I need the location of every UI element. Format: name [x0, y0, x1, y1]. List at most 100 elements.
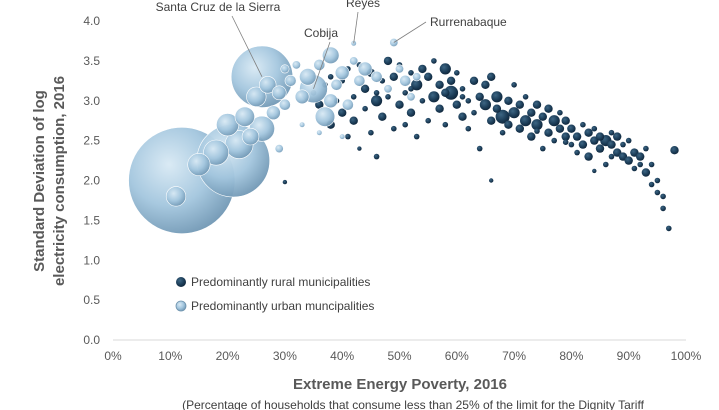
urban-point [399, 74, 412, 87]
urban-point [341, 98, 354, 111]
rural-point [515, 124, 524, 133]
urban-point [278, 98, 291, 111]
rural-point [362, 105, 368, 112]
rural-point [641, 168, 651, 177]
rural-point [584, 128, 593, 137]
annotation-label: Rurrenabaque [430, 15, 507, 29]
x-tick-label: 40% [330, 349, 354, 363]
rural-point [452, 100, 461, 109]
rural-point [378, 112, 387, 121]
rural-point [592, 168, 597, 174]
rural-point [435, 80, 444, 90]
rural-point [595, 144, 605, 153]
urban-point [353, 74, 366, 87]
urban-point [203, 139, 230, 166]
rural-point [648, 181, 655, 188]
rural-point [568, 141, 575, 148]
rural-series [282, 56, 679, 232]
x-tick-label: 80% [559, 349, 583, 363]
rural-point [670, 146, 679, 155]
y-tick-label: 4.0 [83, 14, 100, 28]
rural-point [411, 79, 423, 91]
annotation-label: Santa Cruz de la Sierra [156, 0, 281, 14]
urban-point [339, 133, 346, 140]
rural-point [491, 91, 503, 103]
rural-point [574, 149, 580, 156]
rural-point [607, 140, 616, 149]
rural-point [520, 115, 532, 127]
rural-point [591, 125, 598, 132]
rural-point [562, 139, 569, 145]
rural-point [350, 94, 357, 100]
rural-point [534, 128, 540, 134]
rural-point [613, 132, 622, 141]
rural-point [431, 58, 437, 64]
x-tick-label: 10% [158, 349, 182, 363]
rural-point [406, 108, 416, 117]
urban-point [322, 46, 340, 65]
annotation-leader [353, 11, 359, 44]
rural-point [555, 124, 565, 133]
urban-point [349, 56, 359, 66]
urban-point [165, 186, 187, 207]
rural-point [620, 141, 626, 148]
y-tick-labels: 0.0 0.5 1.0 1.5 2.0 2.5 3.0 3.5 4.0 [83, 14, 100, 347]
urban-point [383, 84, 393, 94]
y-tick-label: 0.5 [83, 293, 100, 307]
rural-point [357, 146, 362, 151]
x-axis-title: Extreme Energy Poverty, 2016 [293, 376, 507, 393]
annotation-label: Reyes [346, 0, 380, 10]
rural-point [637, 161, 643, 168]
urban-point [316, 129, 323, 136]
annotation-leader [313, 41, 331, 89]
rural-point [660, 193, 666, 200]
rural-point [499, 129, 506, 136]
urban-point [234, 106, 255, 127]
urban-point [330, 78, 343, 91]
rural-point [654, 189, 661, 196]
y-axis-title-line1: Standard Deviation of log [31, 90, 48, 272]
rural-point [383, 56, 393, 66]
rural-point [385, 94, 391, 100]
rural-point [442, 121, 449, 128]
rural-point [489, 178, 494, 183]
y-tick-label: 2.5 [83, 134, 100, 148]
rural-point [548, 115, 560, 127]
rural-point [572, 132, 582, 141]
urban-point [294, 89, 310, 105]
x-tick-label: 60% [445, 349, 469, 363]
rural-point [538, 112, 547, 121]
rural-point [495, 109, 510, 124]
rural-point [532, 100, 542, 109]
rural-point [578, 140, 588, 149]
rural-point [446, 76, 456, 86]
rural-point [522, 94, 529, 100]
rural-point [511, 82, 517, 88]
rural-point [504, 120, 513, 129]
rural-point [515, 100, 524, 109]
rural-point [504, 96, 513, 106]
rural-point [459, 94, 466, 100]
rural-point [608, 153, 615, 160]
y-axis-title: Standard Deviation of log electricity co… [31, 76, 68, 286]
rural-point [648, 161, 655, 168]
y-tick-label: 3.0 [83, 94, 100, 108]
rural-point [408, 86, 414, 92]
legend-label-urban: Predominantly urban muncipalities [191, 299, 374, 313]
rural-point [402, 90, 409, 96]
rural-point [471, 109, 477, 116]
y-axis-title-line2: electricity consumption, 2016 [51, 76, 68, 286]
rural-point [567, 124, 576, 133]
rural-point [439, 63, 451, 75]
rural-point [544, 104, 553, 113]
x-tick-label: 20% [216, 349, 240, 363]
rural-point [338, 108, 347, 117]
rural-point [469, 76, 479, 86]
annotation-leader [231, 15, 263, 77]
urban-point [299, 121, 306, 128]
rural-point [479, 99, 491, 111]
rural-point [428, 91, 440, 103]
x-tick-label: 100% [671, 349, 702, 363]
rural-point [345, 133, 351, 140]
rural-point [465, 125, 472, 132]
